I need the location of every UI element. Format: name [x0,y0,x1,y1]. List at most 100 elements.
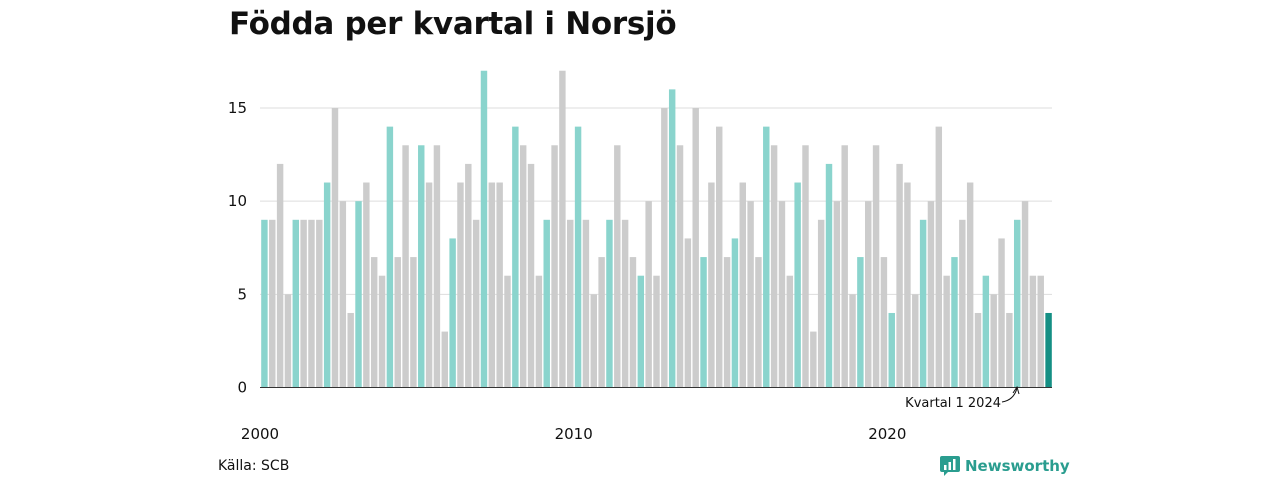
bar [739,182,746,388]
bar [919,219,927,388]
bar [457,182,464,388]
y-tick-label: 15 [228,99,247,117]
bar [621,219,629,388]
bar [731,238,739,388]
bar [786,275,794,388]
bar [951,257,958,388]
bar [974,312,982,388]
bar [402,145,409,388]
bar [567,219,574,388]
bar [810,331,817,388]
bar [480,70,488,388]
source-label: Källa: SCB [218,458,290,474]
bar [370,257,378,388]
bar [927,201,935,388]
bar [1029,275,1037,388]
bar [1045,312,1052,388]
bar [323,182,331,388]
chart-title: Födda per kvartal i Norsjö [229,6,677,42]
bar [716,126,723,388]
bars [261,70,1052,388]
annotation-arrow [1001,387,1018,403]
bar [496,182,503,388]
bar [802,145,809,388]
y-tick-label: 0 [237,379,247,397]
bar [755,257,762,388]
bar [966,182,974,388]
annotation-arrowhead [1012,385,1020,395]
bar [723,257,731,388]
bar [559,70,566,388]
bar [543,219,550,388]
bar [284,294,292,388]
x-tick-label: 2020 [868,425,906,443]
bar [535,275,543,388]
x-tick-label: 2000 [241,425,279,443]
bar [833,201,841,388]
bar [629,257,637,388]
y-tick-label: 10 [228,192,247,210]
bar [394,257,401,388]
bar [261,219,268,388]
bar [676,145,684,388]
bar [465,163,472,388]
bar [645,201,652,388]
bar [770,145,778,388]
bar [308,219,315,388]
bar [292,219,300,388]
bar [269,219,276,388]
bar [747,201,754,388]
bar [425,182,433,388]
bar [519,145,527,388]
bar [872,145,880,388]
bar [316,219,323,388]
bar [347,312,354,388]
bar [684,238,692,388]
bar [410,257,417,388]
bar [551,145,558,388]
bar [904,182,911,388]
bar [300,219,307,388]
bar [888,312,895,388]
bar [794,182,801,388]
bar [1013,219,1021,388]
latest-annotation: Kvartal 1 2024 [905,385,1020,411]
bar [276,163,284,388]
bar [598,257,605,388]
bar [339,201,347,388]
bar [637,275,645,388]
y-axis-ticks: 0 5 10 15 [228,99,247,397]
bar [896,163,903,388]
newsworthy-logo-icon [940,456,960,476]
bar [418,145,425,388]
bar [1021,201,1029,388]
bar [700,257,707,388]
bar [527,163,535,388]
bar [582,219,590,388]
bar [880,257,888,388]
bar [943,275,950,388]
bar [857,257,864,388]
brand-name: Newsworthy [965,457,1070,475]
annotation-label: Kvartal 1 2024 [905,396,1001,411]
bar [574,126,582,388]
bar [614,145,621,388]
brand-logo: Newsworthy [940,456,1070,476]
bar [1037,275,1044,388]
bar [355,201,362,388]
bar [825,163,833,388]
bar [590,294,597,388]
bar [653,275,660,388]
bar [606,219,613,388]
bar [433,145,441,388]
bar [763,126,770,388]
bar [661,108,668,388]
bar [512,126,519,388]
bar [865,201,872,388]
bar [386,126,394,388]
bar [449,238,456,388]
bar [912,294,919,388]
bar [378,275,386,388]
bar [935,126,943,388]
